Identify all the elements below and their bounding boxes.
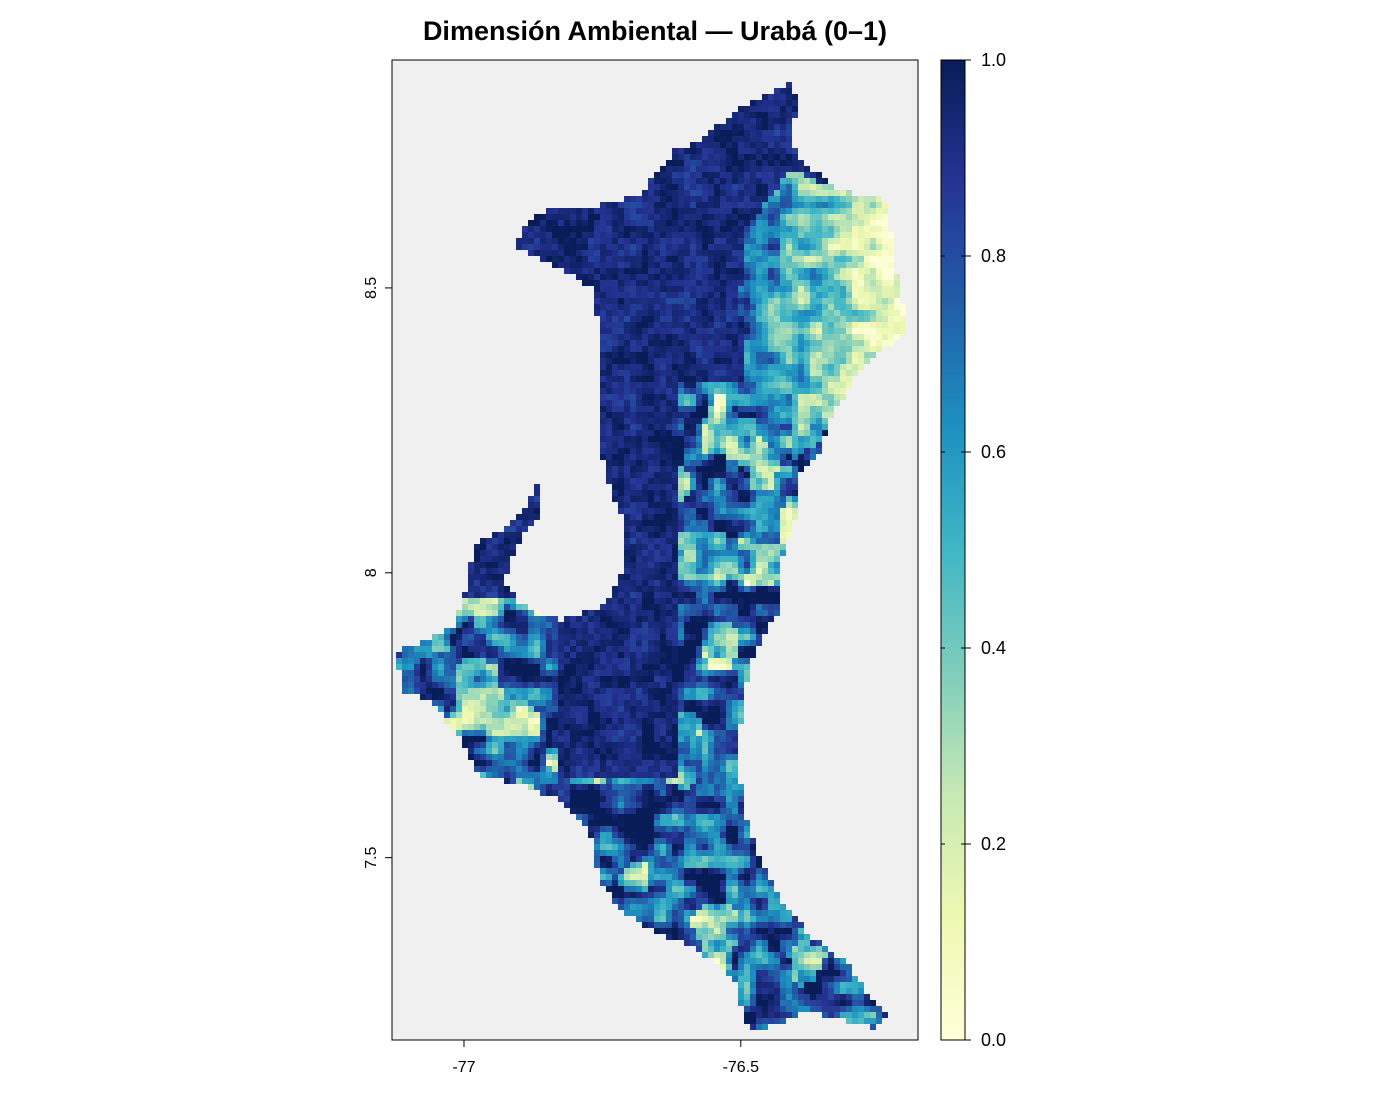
map-title: Dimensión Ambiental — Urabá (0–1) [422,16,888,46]
x-axis: -77 -76.5 [452,1040,759,1076]
x-tick-label: -77 [452,1059,475,1076]
legend-tick-label: 0.6 [981,442,1006,462]
legend-colorbar [940,59,966,1041]
y-tick-label: 7.5 [363,846,380,868]
x-tick-label: -76.5 [723,1059,760,1076]
y-tick-label: 8 [363,568,380,577]
map-frame [391,59,919,1041]
legend-tick-label: 0.2 [981,834,1006,854]
legend-tick-label: 0.4 [981,638,1006,658]
y-axis: 8.5 8 7.5 [363,277,392,869]
raster-layer [396,82,906,1030]
legend-tick-label: 0.0 [981,1030,1006,1050]
legend-tick-label: 0.8 [981,246,1006,266]
color-legend: 0.0 0.2 0.4 0.6 0.8 1.0 [940,50,1006,1050]
legend-tick-label: 1.0 [981,50,1006,70]
y-tick-label: 8.5 [363,277,380,299]
